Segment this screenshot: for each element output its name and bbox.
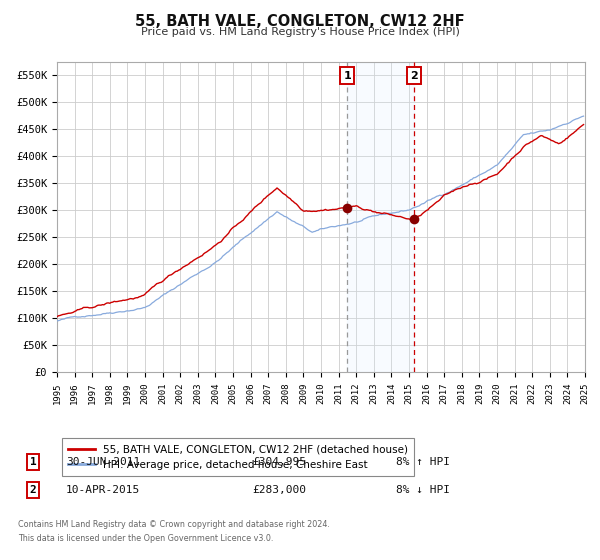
Text: 2: 2 — [29, 485, 37, 495]
Text: 2: 2 — [410, 71, 418, 81]
Text: 8% ↓ HPI: 8% ↓ HPI — [396, 485, 450, 495]
Text: 8% ↑ HPI: 8% ↑ HPI — [396, 457, 450, 467]
Text: 1: 1 — [29, 457, 37, 467]
Legend: 55, BATH VALE, CONGLETON, CW12 2HF (detached house), HPI: Average price, detache: 55, BATH VALE, CONGLETON, CW12 2HF (deta… — [62, 438, 414, 477]
Text: 30-JUN-2011: 30-JUN-2011 — [66, 457, 140, 467]
Text: Contains HM Land Registry data © Crown copyright and database right 2024.: Contains HM Land Registry data © Crown c… — [18, 520, 330, 529]
Text: 1: 1 — [344, 71, 351, 81]
Text: £283,000: £283,000 — [252, 485, 306, 495]
Text: 55, BATH VALE, CONGLETON, CW12 2HF: 55, BATH VALE, CONGLETON, CW12 2HF — [135, 14, 465, 29]
Bar — [347, 62, 414, 372]
Text: 10-APR-2015: 10-APR-2015 — [66, 485, 140, 495]
Text: Price paid vs. HM Land Registry's House Price Index (HPI): Price paid vs. HM Land Registry's House … — [140, 27, 460, 37]
Text: This data is licensed under the Open Government Licence v3.0.: This data is licensed under the Open Gov… — [18, 534, 274, 543]
Text: £304,995: £304,995 — [252, 457, 306, 467]
